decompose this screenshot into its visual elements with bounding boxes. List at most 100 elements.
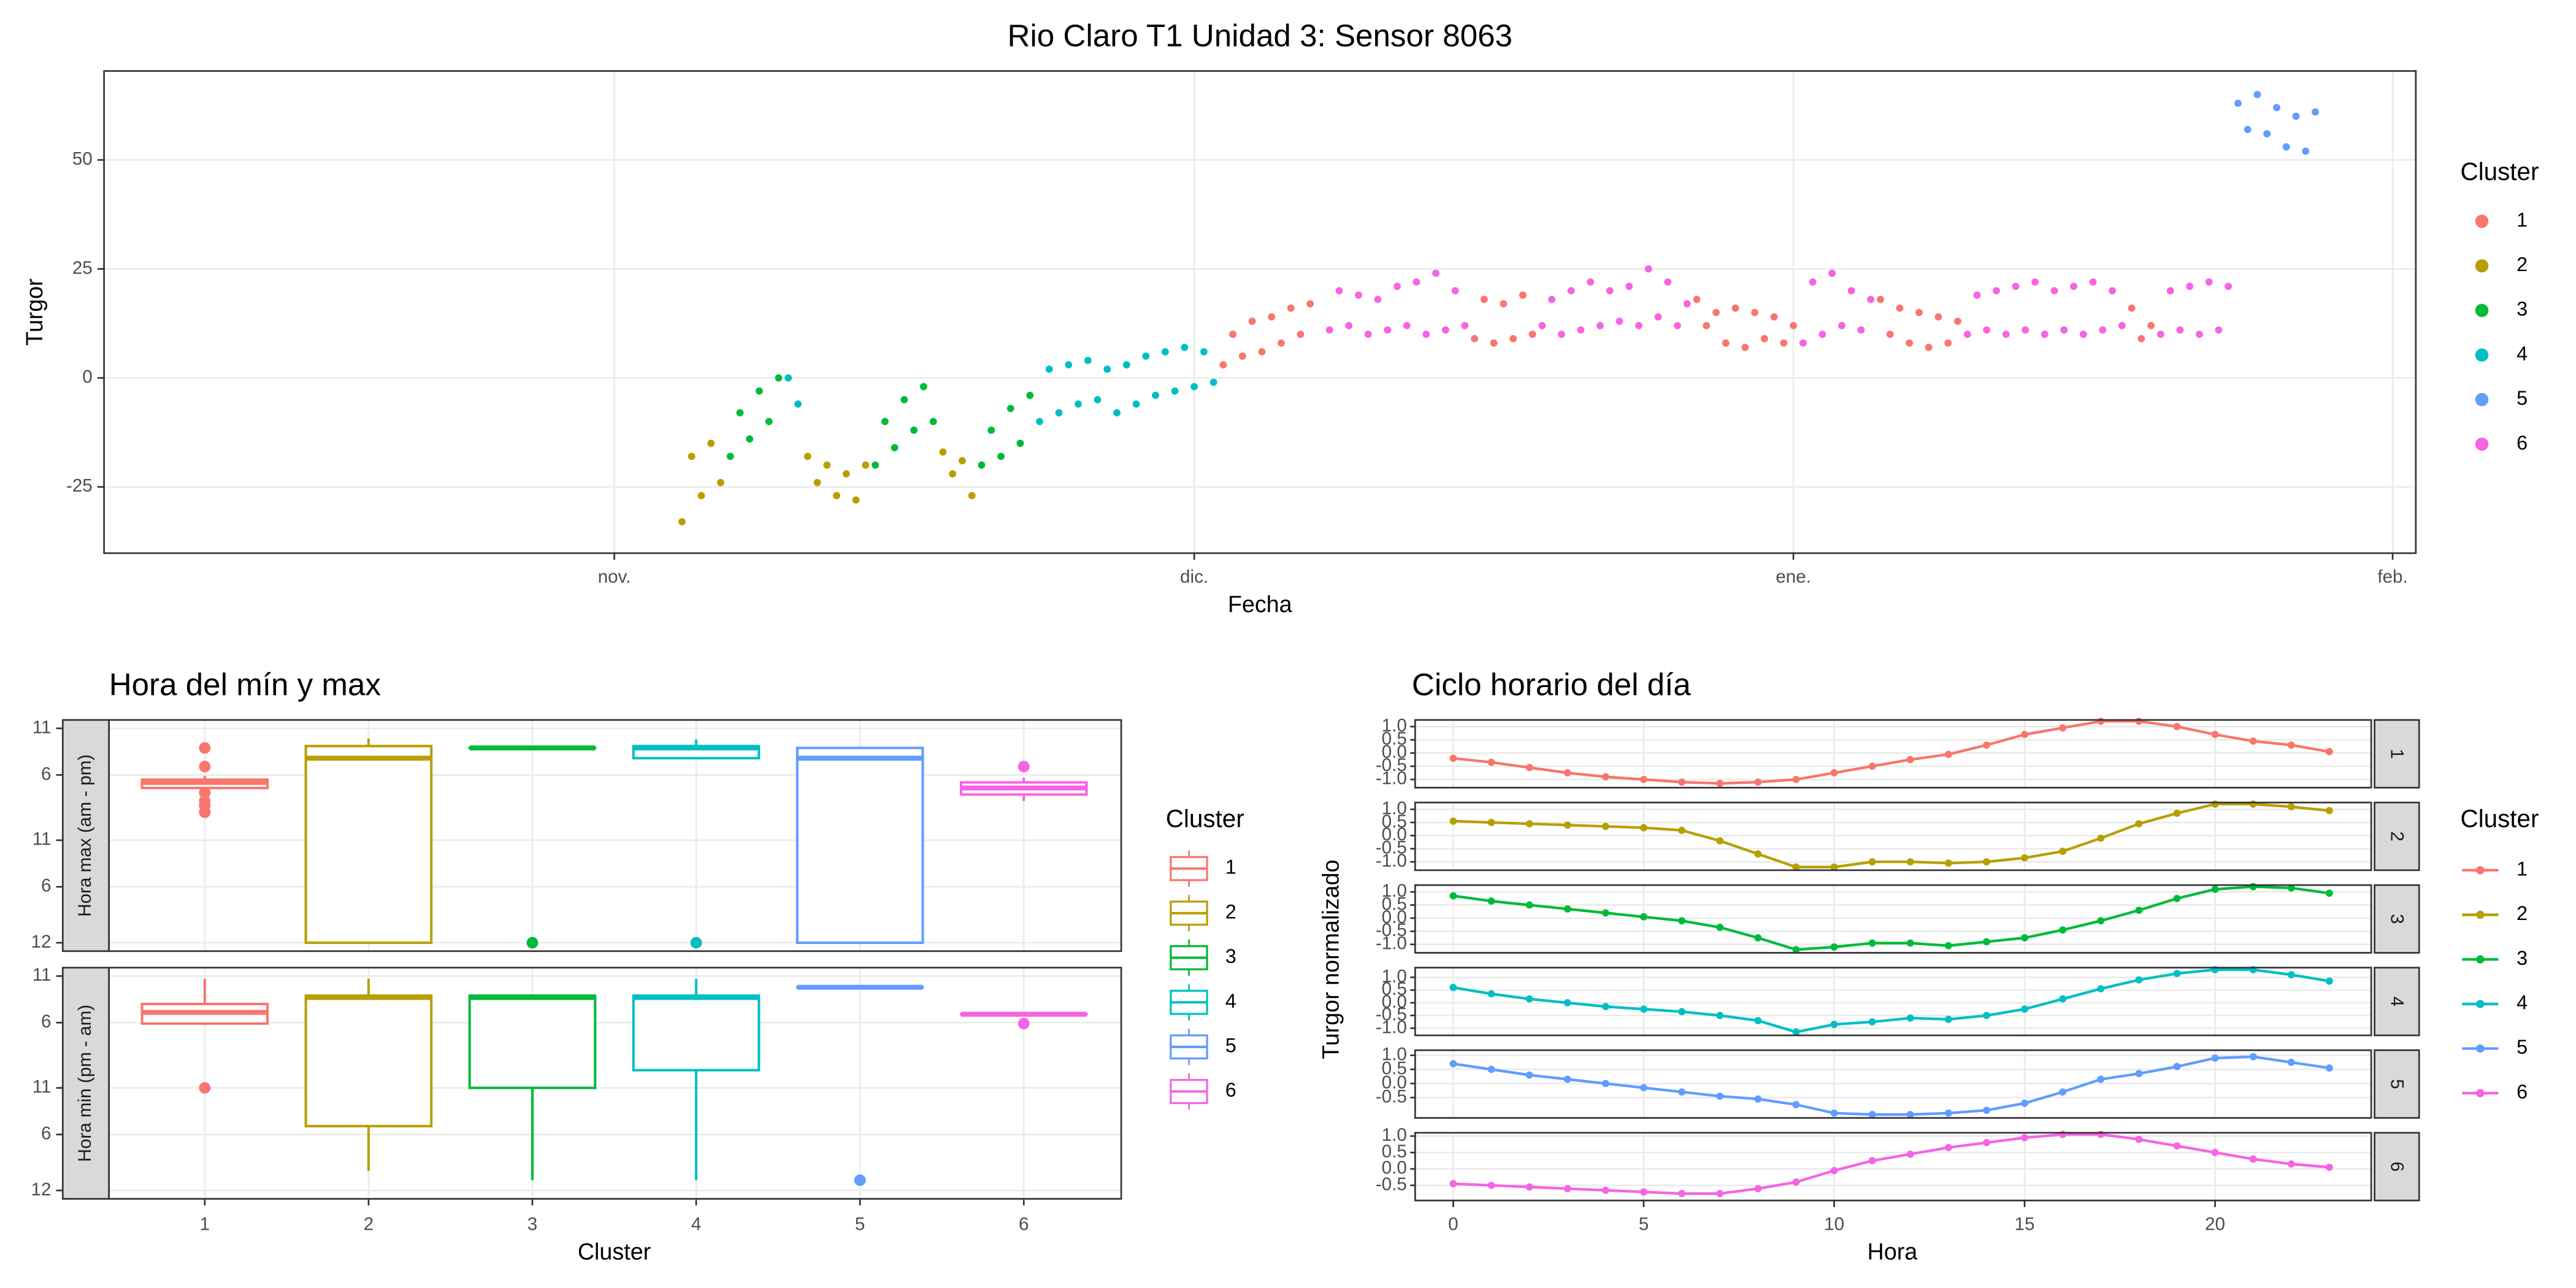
y-tick-label: 50: [72, 149, 93, 169]
y-tick-label: -0.5: [1376, 1086, 1407, 1106]
point: [997, 453, 1005, 461]
y-tick-label: -0.5: [1376, 838, 1407, 858]
point: [2097, 985, 2105, 993]
point: [2287, 1160, 2295, 1168]
y-tick-label: 6: [41, 876, 51, 896]
point: [1944, 1109, 1952, 1117]
y-tick-label: -1.0: [1376, 769, 1407, 789]
point: [1830, 943, 1838, 951]
point: [1868, 762, 1876, 770]
point: [2059, 1088, 2067, 1096]
point: [1384, 326, 1392, 334]
point: [2079, 331, 2087, 339]
point: [1557, 331, 1565, 339]
point: [1403, 321, 1411, 329]
point: [1716, 924, 1724, 931]
point: [1413, 278, 1420, 286]
point: [2173, 1142, 2181, 1150]
point: [2273, 104, 2280, 112]
point: [1716, 1190, 1724, 1197]
point: [2021, 1005, 2028, 1013]
legend-key: [2476, 1000, 2485, 1008]
point: [1722, 339, 1730, 347]
point: [756, 387, 763, 395]
point: [1577, 326, 1585, 334]
point: [1944, 859, 1952, 867]
legend-label: 5: [2517, 1036, 2528, 1058]
point: [1601, 1186, 1609, 1194]
point: [2249, 737, 2257, 745]
panel-background: [1415, 1132, 2372, 1201]
point: [1190, 383, 1198, 391]
point: [2205, 278, 2213, 286]
point: [1830, 1167, 1838, 1175]
facet-strip: [61, 719, 110, 953]
x-tick-label: 0: [1448, 1214, 1458, 1235]
point: [2031, 278, 2039, 286]
point: [2070, 282, 2077, 290]
point: [1780, 339, 1788, 347]
point: [2211, 1149, 2219, 1156]
legend-key: [2476, 955, 2485, 964]
panel-background: [1415, 967, 2372, 1036]
point: [1355, 291, 1362, 299]
point: [2234, 99, 2242, 107]
point: [1906, 1111, 1914, 1119]
legend-label: 2: [2517, 253, 2528, 275]
point: [2325, 807, 2333, 815]
point: [1268, 313, 1276, 321]
point: [949, 470, 957, 478]
box: [304, 745, 433, 945]
point: [1563, 1075, 1571, 1083]
point: [1868, 939, 1876, 947]
point: [2022, 326, 2030, 334]
y-tick-label: 0.0: [1382, 907, 1407, 927]
x-tick-label: dic.: [1180, 567, 1208, 587]
point: [1601, 909, 1609, 917]
point: [678, 518, 686, 526]
legend-label: 3: [2517, 298, 2528, 320]
point: [958, 457, 966, 465]
point: [1509, 335, 1517, 343]
point: [1075, 400, 1082, 408]
point: [1449, 892, 1457, 900]
point: [2059, 926, 2067, 934]
point: [1754, 850, 1762, 858]
point: [891, 443, 899, 451]
point: [1094, 396, 1102, 404]
point: [1487, 990, 1495, 998]
series-line: [1453, 1133, 2330, 1195]
y-tick-label: -0.5: [1376, 1174, 1407, 1194]
y-tick-label: 6: [41, 1124, 51, 1144]
point: [2292, 112, 2300, 120]
point: [872, 461, 879, 469]
point: [2109, 287, 2116, 294]
point: [746, 435, 754, 443]
point: [2097, 917, 2105, 925]
point: [1563, 1185, 1571, 1192]
point: [2166, 287, 2174, 294]
point: [1993, 287, 2000, 294]
point: [2249, 1052, 2257, 1060]
y-tick-label: 0.5: [1382, 1141, 1407, 1162]
y-tick-label: 0.0: [1382, 1158, 1407, 1178]
point: [1142, 352, 1150, 360]
point: [1538, 321, 1546, 329]
outlier: [1018, 761, 1030, 773]
point: [2135, 976, 2143, 984]
point: [1084, 356, 1092, 364]
point: [1868, 1111, 1876, 1119]
point: [765, 418, 773, 426]
point: [1487, 897, 1495, 905]
box: [304, 994, 433, 1128]
point: [1830, 1109, 1838, 1117]
point: [2173, 1063, 2181, 1070]
y-tick-label: 11: [33, 965, 52, 985]
legend-label: 3: [1225, 945, 1236, 967]
point: [1306, 300, 1314, 308]
point: [1103, 366, 1111, 373]
point: [1654, 313, 1662, 321]
point: [900, 396, 908, 404]
point: [1200, 348, 1208, 356]
x-tick-label: 6: [1019, 1214, 1029, 1235]
